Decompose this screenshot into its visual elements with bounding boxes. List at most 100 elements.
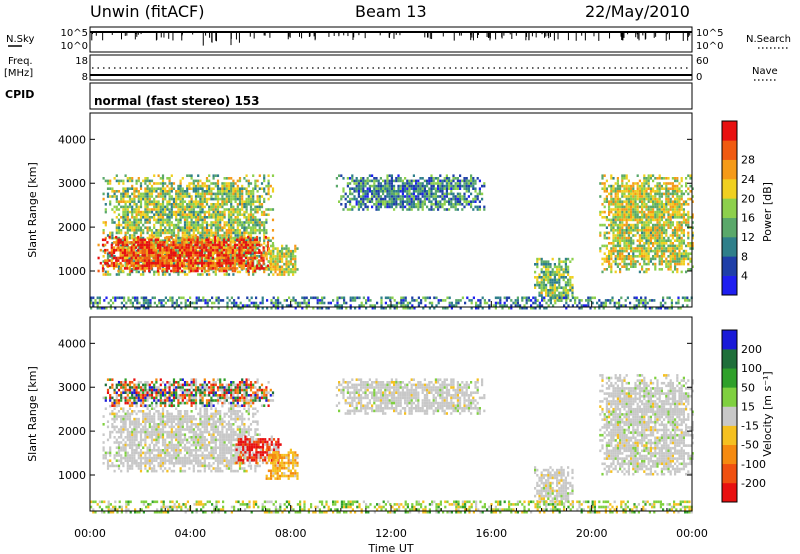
heat-cell [159,234,162,237]
heat-cell [294,249,297,253]
heat-cell [658,223,661,227]
noise-tick-bottom-right: 10^0 [696,41,723,52]
heat-cell [567,281,570,284]
heat-cell [225,208,228,211]
heat-cell [483,208,486,211]
heat-cell [547,289,550,292]
heat-cell [676,270,679,274]
heat-cell [243,223,246,227]
heat-cell [665,257,668,261]
heat-cell [207,238,210,242]
heat-cell [625,218,628,222]
heat-cell [669,213,672,216]
heat-cell [132,238,135,242]
heat-cell [439,200,442,203]
heat-cell [542,281,545,284]
heat-cell [157,236,160,240]
heat-cell [599,234,602,237]
heat-cell [619,223,622,227]
heat-cell [245,249,248,253]
heat-cell [608,252,611,255]
heat-cell [671,260,674,263]
heat-cell [538,294,541,297]
heat-cell [404,184,407,188]
heat-cell [227,256,230,260]
heat-cell [371,184,374,188]
heat-cell [141,241,144,244]
heat-cell [430,200,433,203]
heat-cell [137,264,140,268]
heat-cell [210,195,213,198]
heat-cell [178,254,182,257]
heat-cell [197,190,200,193]
heat-cell [474,200,477,203]
heat-cell [205,261,208,265]
heat-cell [113,177,116,180]
heat-cell [155,236,158,240]
heat-cell [262,254,265,257]
heat-cell [197,260,200,263]
heat-cell [638,192,641,196]
heat-cell [386,174,389,177]
heat-cell [249,236,253,240]
heat-cell [638,255,641,258]
heat-cell [227,208,231,211]
heat-cell [463,187,466,190]
heat-cell [366,192,369,196]
heat-cell [399,179,402,183]
heat-cell [379,184,382,188]
heat-cell [144,216,147,219]
heat-cell [258,218,261,222]
heat-cell [616,218,619,222]
heat-cell [667,182,670,185]
heat-cell [135,218,138,222]
heat-cell [360,177,363,180]
heat-cell [207,243,210,247]
heat-cell [399,187,402,190]
heat-cell [163,246,166,249]
heat-cell [247,197,250,201]
heat-cell [258,259,261,262]
heat-cell [643,262,646,266]
heat-cell [674,255,677,258]
heat-cell [459,200,462,203]
heat-cell [155,208,158,211]
heat-cell [143,269,146,273]
heat-cell [236,221,239,224]
heat-cell [190,226,193,229]
heat-cell [658,174,661,177]
heat-cell [454,197,457,201]
heat-cell [393,208,396,211]
heat-cell [476,208,479,211]
heat-cell [249,256,252,260]
heat-cell [360,182,363,185]
heat-cell [225,261,228,265]
heat-cell [616,229,619,232]
heat-cell [148,261,151,265]
heat-cell [238,248,241,252]
heat-cell [538,257,541,261]
heat-cell [175,205,178,209]
heat-cell [146,210,149,214]
heat-cell [346,195,349,198]
heat-cell [225,273,228,276]
heat-cell [671,221,674,224]
heat-cell [660,210,663,214]
heat-cell [619,234,622,237]
heat-cell [247,256,250,260]
heat-cell [610,187,613,190]
heat-cell [164,255,167,258]
heat-cell [410,182,413,185]
heat-cell [227,184,231,188]
heat-cell [608,236,611,240]
heat-cell [614,213,617,216]
heat-cell [643,270,646,274]
heat-cell [437,187,440,190]
heat-cell [645,195,648,198]
heat-cell [608,208,611,211]
heat-cell [434,197,437,201]
heat-cell [401,182,404,185]
heat-cell [115,229,118,232]
heat-cell [278,252,281,256]
heat-cell [241,192,244,196]
